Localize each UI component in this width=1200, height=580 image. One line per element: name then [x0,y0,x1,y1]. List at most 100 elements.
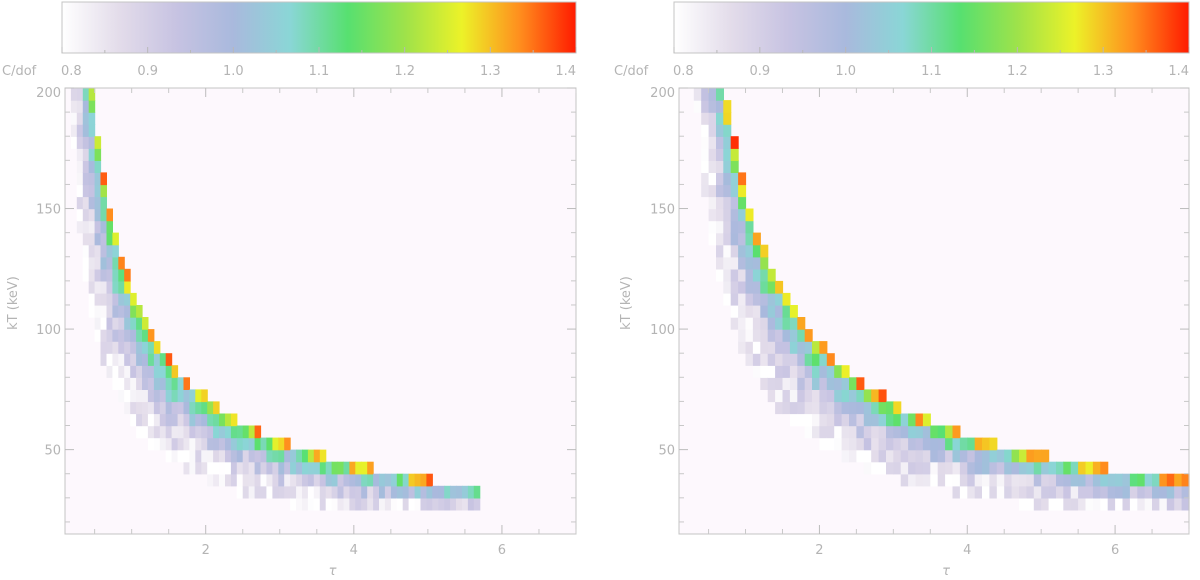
heatmap-cell [331,473,339,487]
heatmap-cell [819,425,828,439]
axes-frame [64,87,577,535]
heatmap-cell [930,461,939,475]
heatmap-cell [1122,473,1131,487]
heatmap-cell [745,256,754,270]
heatmap-cell [118,341,125,354]
heatmap-cell [302,449,309,463]
heatmap-cell [266,449,273,463]
heatmap-cell [290,449,297,463]
heatmap-cell [325,461,333,475]
heatmap-cell [930,437,939,451]
heatmap-cell [384,497,392,511]
heatmap-cell [124,280,131,294]
heatmap-cell [136,353,143,366]
heatmap-cell [248,473,256,487]
heatmap-cell [1137,497,1146,511]
heatmap-cell [1041,449,1050,463]
heatmap-cell [708,232,717,246]
heatmap-cell [797,353,806,366]
heatmap-cell [94,208,102,222]
heatmap-cell [213,401,220,415]
heatmap-cell [996,461,1005,475]
heatmap-cell [752,365,761,378]
heatmap-cell [136,329,143,342]
heatmap-cell [959,461,968,475]
heatmap-cell [254,425,262,439]
heatmap-cell [88,124,96,137]
heatmap-cell [100,184,107,198]
heatmap-cell [76,112,84,125]
heatmap-cell [915,473,924,487]
heatmap-cell [789,365,798,378]
heatmap-cell [723,172,732,186]
heatmap-cell [177,437,185,451]
heatmap-cell [124,353,131,366]
heatmap-cell [716,172,724,186]
heatmap-cell [319,485,327,499]
heatmap-cell [100,317,107,330]
heatmap-cell [952,485,961,499]
heatmap-cell [278,461,285,475]
heatmap-cell [153,413,161,427]
heatmap-cell [1166,497,1175,511]
heatmap-cell [819,365,828,378]
heatmap-cell [989,437,998,451]
heatmap-cell [789,353,798,366]
y-tick-label: 100 [36,323,61,338]
heatmap-cell [230,473,238,487]
heatmap-cell [1048,485,1057,499]
heatmap-cell [1026,497,1035,511]
heatmap-cell [307,473,315,487]
heatmap-cell [248,425,256,439]
heatmap-cell [396,485,404,499]
heatmap-cell [760,341,769,354]
heatmap-cell [930,425,939,439]
heatmap-cell [88,292,96,306]
heatmap-cell [797,377,806,390]
heatmap-cell [88,268,96,282]
heatmap-cell [408,497,416,511]
heatmap-cell [1100,497,1109,511]
panel-right: 0.8 0.9 1.0 1.1 1.2 1.3 1.4 C/dof 2 4 6 50 100 150 200… [614,1,1190,579]
heatmap-cell [248,449,256,463]
heatmap-cell [915,461,924,475]
heatmap-cell [88,172,96,186]
heatmap-cell [94,220,102,234]
heatmap-cell [1056,473,1064,487]
heatmap-cell [124,305,131,318]
heatmap-cell [82,124,90,137]
heatmap-cell [1026,461,1035,475]
heatmap-cell [426,497,433,511]
heatmap-cell [225,449,232,463]
heatmap-cell [826,353,835,366]
heatmap-cell [124,365,131,378]
heatmap-cell [112,353,119,366]
heatmap-cell [367,497,374,511]
heatmap-cell [1070,497,1079,511]
heatmap-cell [804,425,813,439]
heatmap-cell [701,124,710,137]
heatmap-cell [130,389,137,403]
heatmap-cell [165,365,173,378]
heatmap-cell [76,124,84,137]
heatmap-cell [849,389,857,403]
heatmap-cell [738,220,747,234]
heatmap-cell [775,353,784,366]
heatmap-cell [225,425,232,439]
heatmap-cell [236,461,244,475]
heatmap-cell [343,473,350,487]
heatmap-cell [414,497,422,511]
heatmap-cell [355,497,362,511]
heatmap-cell [878,461,887,475]
heatmap-cell [248,461,256,475]
heatmap-cell [716,208,724,222]
heatmap-cell [396,473,404,487]
heatmap-cell [225,413,232,427]
heatmap-cell [982,449,990,463]
heatmap-cell [760,329,769,342]
heatmap-cell [70,136,78,149]
heatmap-cell [183,401,190,415]
heatmap-cell [856,401,865,415]
heatmap-cell [396,497,404,511]
heatmap-cell [804,377,813,390]
